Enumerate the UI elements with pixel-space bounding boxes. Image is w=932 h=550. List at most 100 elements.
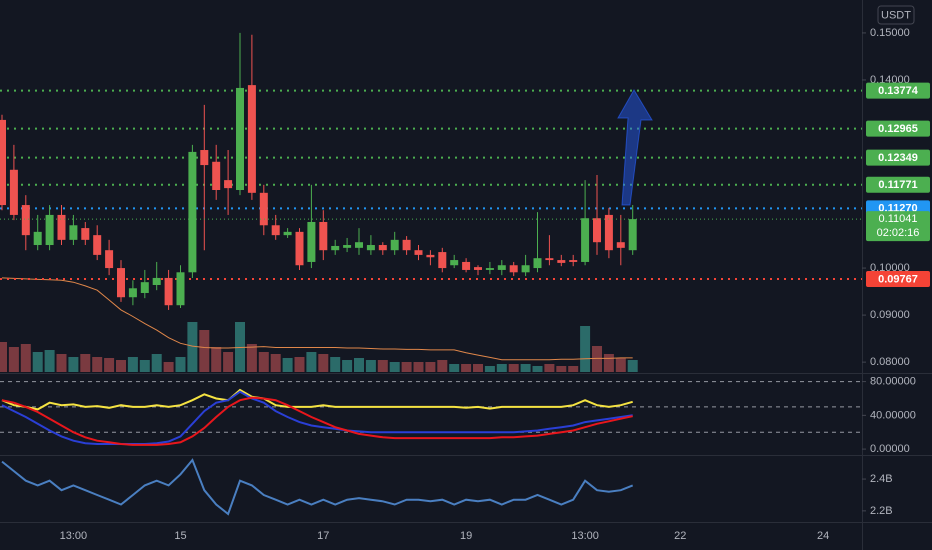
- candle-body: [343, 245, 352, 248]
- volume-bar: [627, 360, 638, 372]
- volume-bar: [151, 354, 162, 372]
- candle-body: [438, 252, 447, 269]
- volume-bar: [425, 362, 436, 372]
- candle-body: [509, 265, 518, 273]
- candle-body: [164, 277, 173, 306]
- volume-bar: [104, 358, 115, 372]
- volume-bar: [306, 352, 317, 372]
- volume-bar: [413, 362, 424, 372]
- candle-body: [33, 231, 42, 246]
- candle-body: [45, 214, 54, 246]
- candle-body: [69, 225, 78, 240]
- volume-bar: [211, 347, 222, 372]
- candle-body: [355, 242, 363, 248]
- x-tick-label: 15: [174, 530, 186, 542]
- volume-bar: [246, 344, 257, 372]
- y-tick-label: 80.00000: [870, 376, 916, 388]
- candle-body: [319, 221, 328, 251]
- volume-bar: [354, 358, 364, 372]
- candle-body: [604, 214, 613, 251]
- candle-body: [557, 260, 566, 263]
- x-tick-label: 13:00: [60, 530, 88, 542]
- indicator-line: [1, 390, 633, 445]
- volume-bar: [603, 354, 614, 372]
- price-level-label: 0.12349: [878, 152, 918, 164]
- candle-body: [414, 250, 423, 255]
- price-level-label: 0.09767: [878, 273, 918, 285]
- volume-bar: [175, 357, 186, 372]
- last-price-label: 0.11041: [879, 213, 918, 225]
- plot-layer: 0.150000.140000.100000.090000.0800080.00…: [0, 27, 930, 542]
- volume-bar: [270, 354, 281, 372]
- candle-body: [497, 265, 506, 270]
- volume-bar: [139, 360, 150, 372]
- indicator-line: [1, 396, 633, 446]
- candle-body: [200, 150, 209, 166]
- volume-bar: [615, 358, 626, 372]
- volume-bar: [8, 347, 19, 372]
- candle-body: [474, 267, 482, 270]
- y-tick-label: 0.08000: [870, 356, 910, 368]
- indicator-line: [1, 388, 633, 411]
- candle-body: [140, 282, 149, 293]
- candle-body: [295, 231, 304, 266]
- candle-body: [378, 245, 387, 251]
- y-tick-label: 0.00000: [870, 443, 910, 455]
- volume-bar: [116, 360, 126, 372]
- volume-bar: [282, 358, 293, 372]
- volume-bar: [80, 354, 91, 372]
- candle-body: [283, 231, 292, 236]
- volume-bar: [449, 364, 460, 372]
- volume-bar: [461, 364, 472, 372]
- price-level-tag: [866, 271, 930, 288]
- candle-body: [616, 242, 625, 248]
- x-tick-label: 13:00: [571, 530, 599, 542]
- price-level-tag: [866, 176, 930, 193]
- candle-body: [128, 288, 137, 298]
- price-level-label: 0.12965: [878, 123, 918, 135]
- candle-body: [0, 119, 6, 206]
- candle-body: [57, 214, 66, 240]
- volume-bar: [568, 366, 579, 372]
- volume-bar: [401, 362, 412, 372]
- volume-bar: [592, 346, 602, 372]
- x-tick-label: 17: [317, 530, 329, 542]
- candle-body: [247, 85, 256, 193]
- currency-box: [877, 5, 915, 25]
- volume-bar: [580, 326, 591, 372]
- candle-body: [533, 258, 542, 269]
- candle-body: [81, 228, 90, 240]
- volume-bar: [163, 362, 174, 372]
- candle-body: [152, 277, 161, 285]
- candle-body: [426, 254, 435, 258]
- volume-bar: [365, 360, 376, 372]
- candle-body: [450, 260, 459, 266]
- volume-bar: [44, 350, 55, 372]
- candle-body: [188, 151, 197, 273]
- y-tick-label: 40.00000: [870, 409, 916, 421]
- volume-bar: [294, 357, 305, 372]
- price-level-tag: [866, 82, 930, 99]
- candle-body: [93, 235, 102, 255]
- volume-bar: [187, 322, 198, 372]
- candle-body: [117, 268, 125, 298]
- currency-label: USDT: [881, 9, 911, 21]
- volume-bar: [56, 354, 67, 372]
- candle-body: [236, 87, 244, 190]
- candle-body: [402, 239, 411, 251]
- volume-bar: [377, 360, 388, 372]
- candle-body: [307, 221, 316, 262]
- candle-body: [271, 225, 280, 236]
- candle-body: [21, 205, 30, 236]
- volume-bar: [330, 357, 341, 372]
- y-tick-label: 0.15000: [870, 27, 910, 39]
- countdown-label: 02:02:16: [877, 227, 920, 239]
- candle-body: [259, 192, 268, 226]
- candle-body: [105, 250, 114, 269]
- volume-bar: [484, 366, 495, 372]
- volume-bar: [496, 364, 507, 372]
- x-tick-label: 24: [817, 530, 829, 542]
- volume-bar: [437, 360, 448, 372]
- x-tick-label: 22: [674, 530, 686, 542]
